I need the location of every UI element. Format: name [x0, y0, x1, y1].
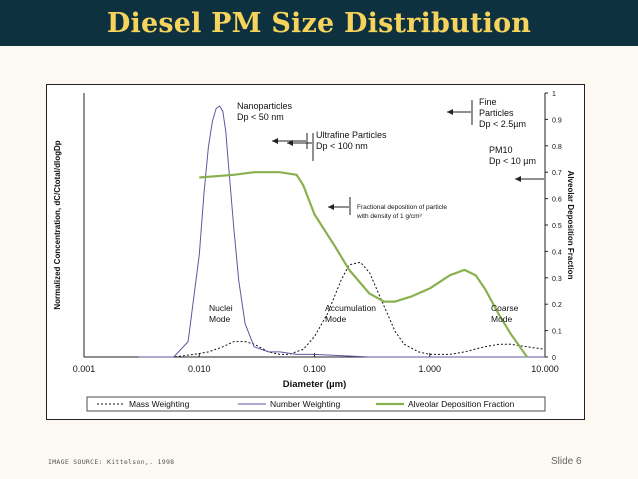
y2-tick-label: 0.9	[552, 117, 562, 124]
annotation-arrowhead	[447, 109, 453, 115]
slide-number-value: 6	[576, 456, 582, 467]
y2-tick-label: 0	[552, 355, 556, 362]
y2-tick-label: 1	[552, 91, 556, 98]
annotation-line: Accumulation	[325, 303, 376, 313]
y2-tick-label: 0.1	[552, 329, 562, 336]
annotation-line: Mode	[209, 314, 231, 324]
series-layer	[139, 105, 546, 358]
annotation-line: Ultrafine Particles	[316, 130, 387, 140]
slide-label: Slide	[551, 456, 574, 467]
chart: 0.001 0.010 0.100 1.000 10.000 0 0.1 0.2 0.3 0.4 0…	[53, 91, 575, 412]
y2-tick-label: 0.8	[552, 144, 562, 151]
legend: Mass Weighting Number Weighting Alveolar D…	[86, 396, 546, 412]
annotation-line: Coarse	[491, 303, 519, 313]
annotation-line: Fractional deposition of particle	[357, 204, 447, 211]
annotation-line: PM10	[489, 145, 513, 155]
series-alveolar-deposition-fraction	[199, 171, 528, 358]
y2-tick-label: 0.7	[552, 170, 562, 177]
annotation-line: Mode	[491, 314, 513, 324]
legend-label: Number Weighting	[270, 399, 341, 409]
x-axis-label: Diameter (µm)	[283, 379, 347, 390]
series-number-weighting	[139, 105, 545, 358]
annotation-line: Particles	[479, 108, 514, 118]
slide-number: Slide 6	[551, 456, 582, 467]
annotation-arrowhead	[272, 138, 278, 144]
x-tick-label: 0.001	[73, 364, 96, 374]
image-source: IMAGE SOURCE: Kittelson,. 1998	[48, 458, 175, 466]
annotation-line: with density of 1 g/cm³	[356, 213, 422, 220]
annotation-line: Nanoparticles	[237, 101, 293, 111]
annotation-line: Dp < 100 nm	[316, 141, 368, 151]
y2-tick-label: 0.6	[552, 197, 562, 204]
x-tick-label: 0.010	[188, 364, 211, 374]
x-tick-label: 10.000	[531, 364, 559, 374]
annotation-arrowhead	[328, 204, 334, 210]
y2-tick-label: 0.5	[552, 223, 562, 230]
legend-box	[86, 396, 546, 412]
y2-tick-label: 0.2	[552, 302, 562, 309]
y2-tick-label: 0.3	[552, 276, 562, 283]
annotation-line: Mode	[325, 314, 347, 324]
y-axis-label-right: Alveolar Deposition Fraction	[566, 171, 575, 280]
y-axis-label-left: Normalized Concentration, dC/Ctotal/dlog…	[53, 140, 62, 309]
annotation-line: Fine	[479, 97, 497, 107]
chart-frame: 0.001 0.010 0.100 1.000 10.000 0 0.1 0.2 0.3 0.4 0…	[46, 84, 585, 420]
x-tick-label: 0.100	[303, 364, 326, 374]
y2-tick-label: 0.4	[552, 249, 562, 256]
annotation-arrowhead	[515, 176, 521, 182]
annotation-arrowhead	[287, 140, 293, 146]
axes-layer: 0.001 0.010 0.100 1.000 10.000 0 0.1 0.2 0.3 0.4 0…	[53, 91, 575, 390]
slide-title: Diesel PM Size Distribution	[106, 7, 532, 39]
annotation-fractional: Fractional deposition of particle with de…	[356, 204, 447, 220]
legend-label: Mass Weighting	[129, 399, 190, 409]
annotation-line: Nuclei	[209, 303, 233, 313]
title-bar: Diesel PM Size Distribution	[0, 0, 638, 46]
x-tick-label: 1.000	[418, 364, 441, 374]
annotation-line: Dp < 50 nm	[237, 112, 284, 122]
annotation-line: Dp < 10 µm	[489, 156, 536, 166]
annotation-line: Dp < 2.5µm	[479, 119, 526, 129]
legend-label: Alveolar Deposition Fraction	[408, 399, 515, 409]
